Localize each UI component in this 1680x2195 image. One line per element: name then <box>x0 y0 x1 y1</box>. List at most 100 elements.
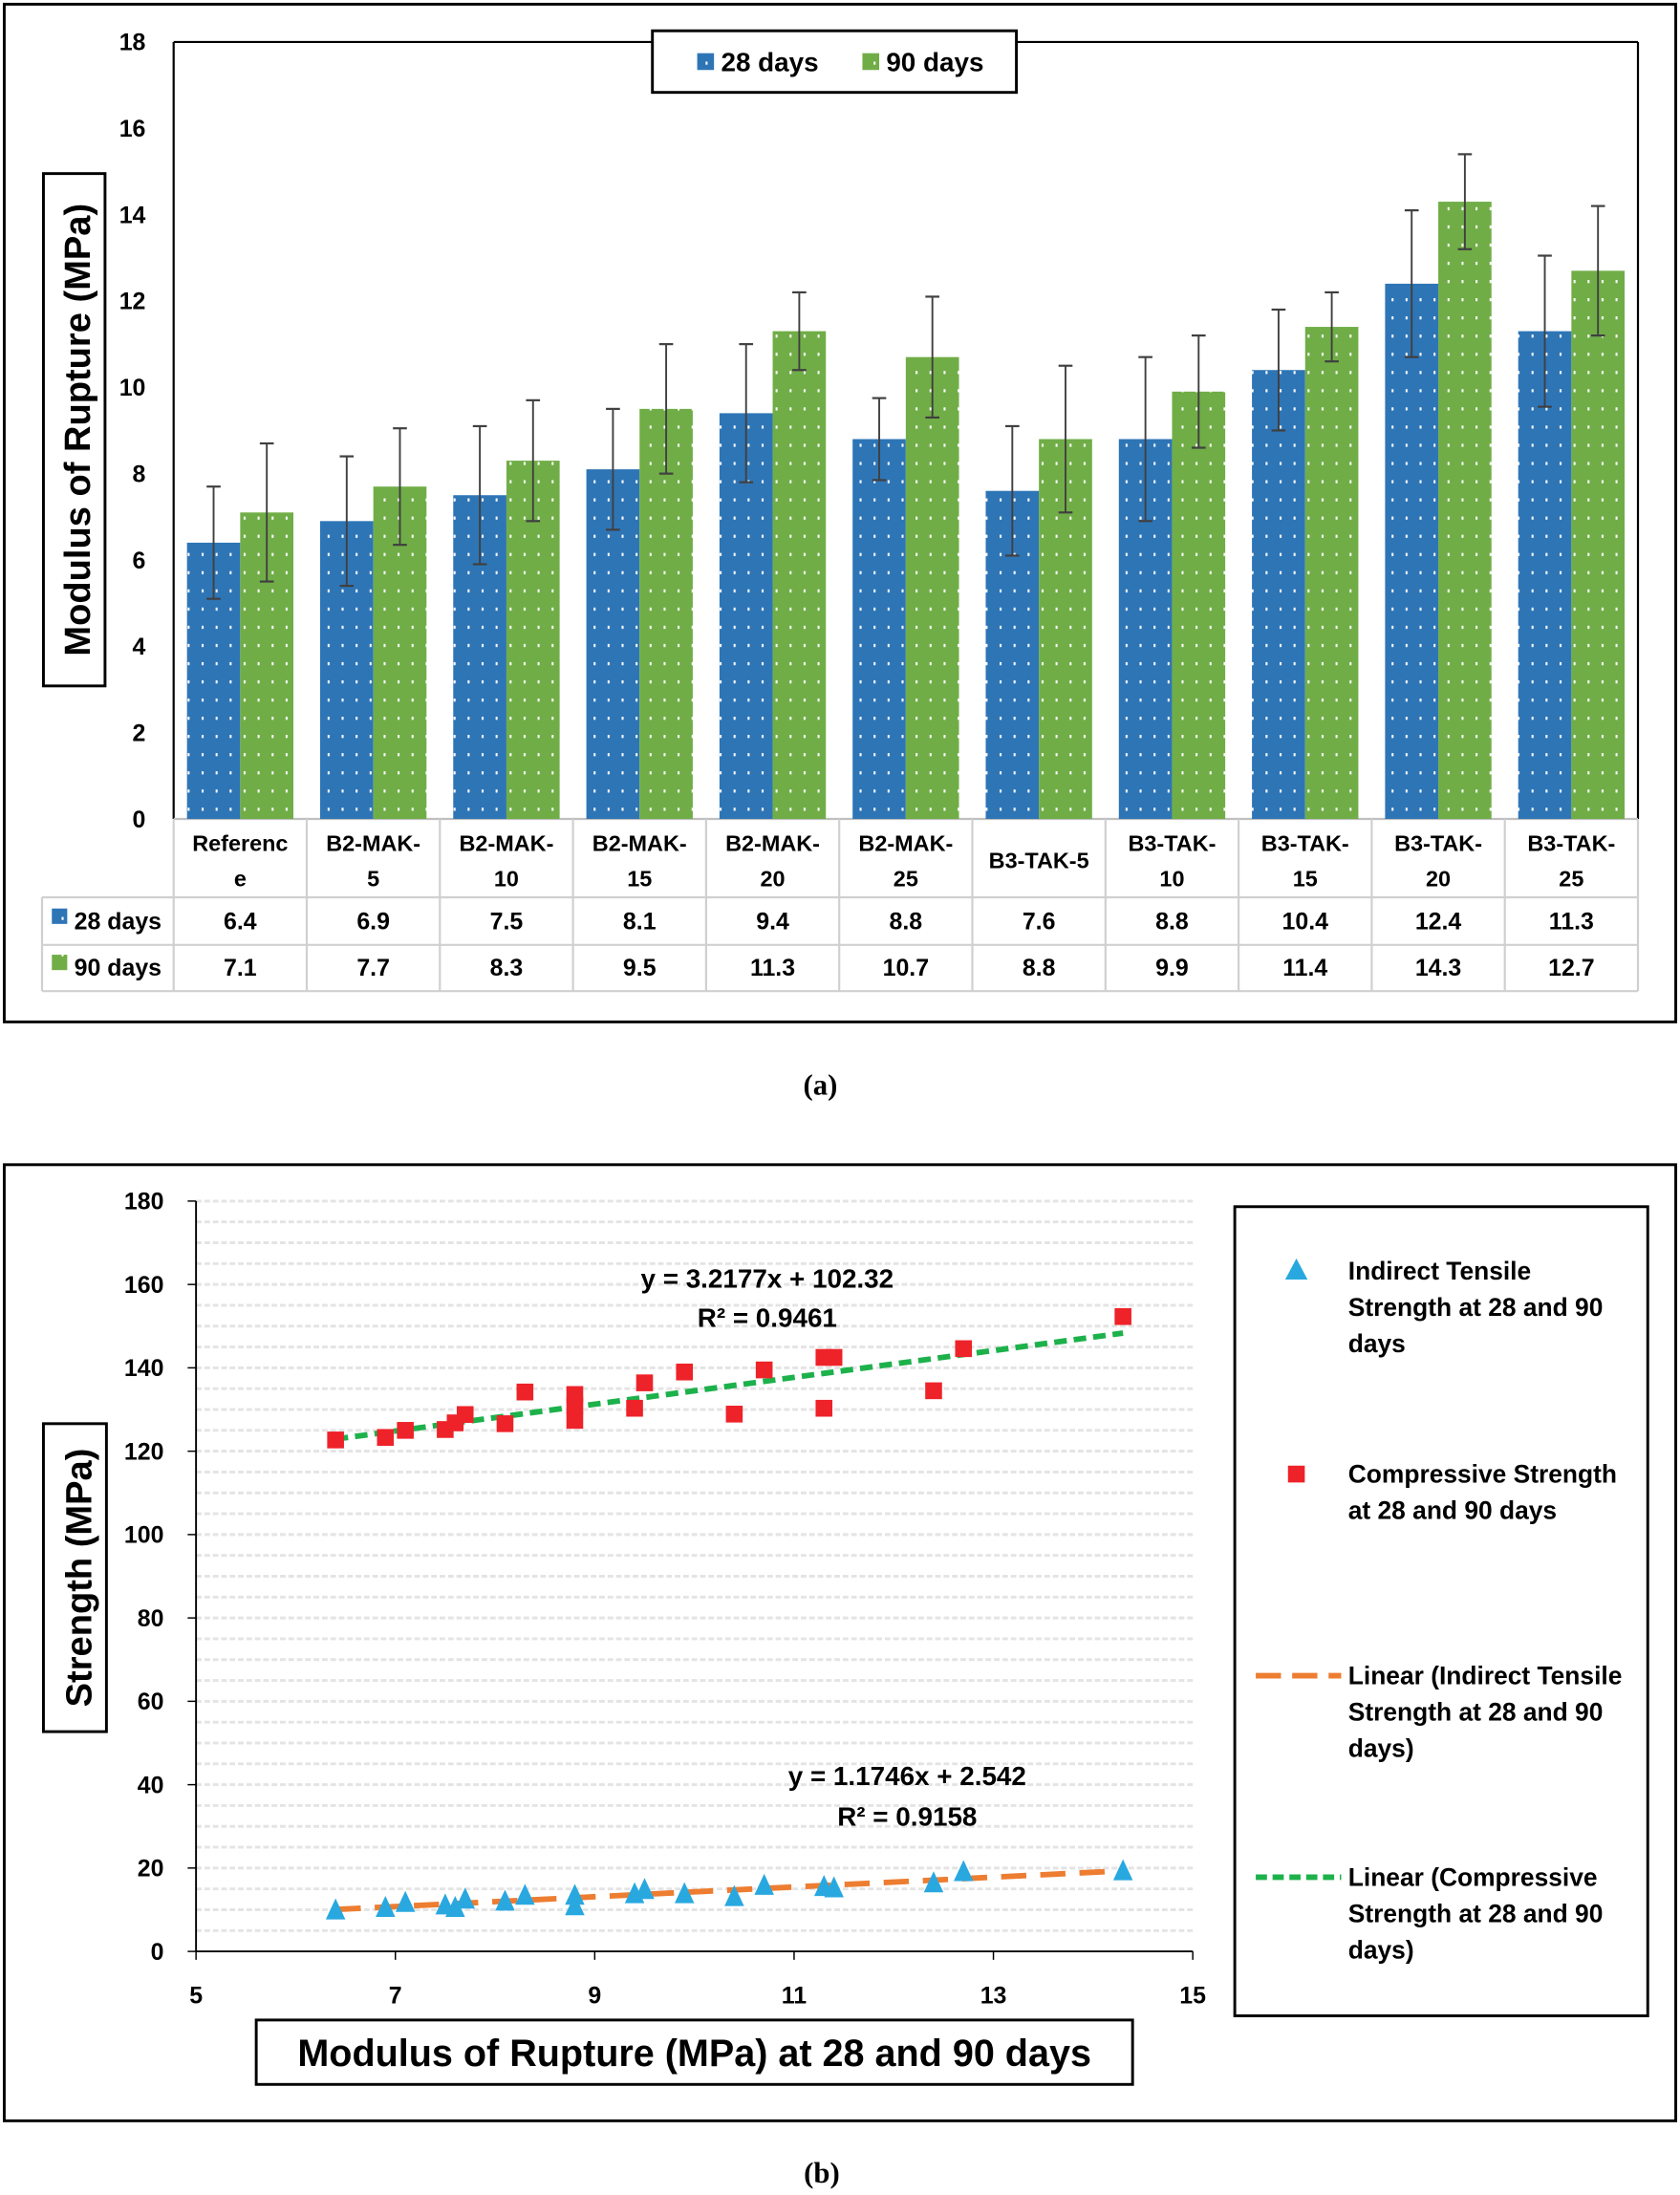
trendline-r2: R² = 0.9461 <box>698 1303 837 1333</box>
panel-a-bar-chart: 0 2 4 6 8 10 12 14 16 18 6.4 7.1 Referenc e 6.9 7.7 B2-M… <box>2 2 1678 1102</box>
data-point-square <box>496 1415 514 1432</box>
data-point-square <box>755 1361 773 1379</box>
y-tick-label: 180 <box>124 1189 164 1216</box>
data-point-square <box>1114 1307 1131 1325</box>
category-label: 10 <box>494 866 519 891</box>
category-label: 10 <box>1159 866 1184 891</box>
category-label: 15 <box>627 866 652 891</box>
data-point-triangle <box>824 1876 844 1898</box>
data-point-triangle <box>635 1878 655 1900</box>
legend-label: days <box>1348 1329 1406 1358</box>
bar-90-days <box>1304 327 1359 819</box>
data-point-square <box>825 1348 843 1366</box>
data-point-square <box>397 1422 414 1439</box>
category-label: B3-TAK- <box>1394 831 1482 856</box>
y-tick-label: 10 <box>119 375 146 401</box>
table-series-label: 28 days <box>75 909 162 936</box>
y-axis-label: Strength (MPa) <box>59 1449 99 1708</box>
data-label: 11.3 <box>1549 909 1594 936</box>
data-point-triangle <box>923 1871 944 1893</box>
data-label: 12.4 <box>1415 909 1462 936</box>
data-point-triangle <box>515 1883 535 1905</box>
category-label: B3-TAK- <box>1527 831 1615 856</box>
category-label: 15 <box>1293 866 1318 891</box>
data-point-square <box>626 1399 643 1417</box>
data-point-triangle <box>674 1882 695 1904</box>
data-point-triangle <box>445 1895 465 1917</box>
data-point-square <box>566 1396 584 1414</box>
category-label: Referenc <box>192 831 288 856</box>
y-tick-label: 80 <box>138 1605 164 1632</box>
legend-box <box>1233 1205 1649 2017</box>
bar-28-days <box>852 439 906 819</box>
data-point-square <box>456 1406 474 1424</box>
data-point-triangle <box>565 1894 585 1916</box>
y-tick-label: 16 <box>119 116 146 142</box>
category-label: B3-TAK-5 <box>989 848 1089 872</box>
data-label: 7.5 <box>490 909 524 936</box>
data-point-square <box>815 1399 833 1417</box>
legend-label: Linear (Compressive <box>1348 1862 1598 1891</box>
bar-90-days <box>905 356 959 819</box>
data-label: 11.4 <box>1282 955 1327 981</box>
category-label: B3-TAK- <box>1261 831 1349 856</box>
caption-b: (b) <box>804 2157 840 2189</box>
y-tick-label: 6 <box>133 548 146 574</box>
category-label: 25 <box>1559 866 1583 891</box>
data-label: 8.8 <box>1023 955 1056 981</box>
x-tick-label: 13 <box>980 1982 1007 2009</box>
category-label: B2-MAK- <box>592 831 687 856</box>
y-axis-label-box <box>41 172 107 688</box>
data-point-triangle <box>954 1860 974 1882</box>
legend-label: at 28 and 90 days <box>1348 1496 1557 1524</box>
legend-label: Strength at 28 and 90 <box>1348 1697 1604 1726</box>
x-axis-label: Modulus of Rupture (MPa) at 28 and 90 da… <box>297 2033 1091 2075</box>
bar-90-days <box>1172 391 1226 819</box>
data-point-triangle <box>325 1898 346 1920</box>
legend-label: Linear (Indirect Tensile <box>1348 1661 1623 1689</box>
y-tick-label: 14 <box>119 202 146 228</box>
category-label: 20 <box>761 866 786 891</box>
y-tick-label: 2 <box>133 720 146 746</box>
y-tick-label: 4 <box>133 634 146 660</box>
bar-90-days <box>1438 202 1492 819</box>
bar-28-days <box>1385 283 1439 819</box>
y-tick-label: 12 <box>119 289 146 315</box>
bar-90-days <box>772 331 827 819</box>
legend-marker-triangle <box>1284 1258 1308 1280</box>
data-point-square <box>635 1374 654 1391</box>
data-point-square <box>955 1340 973 1358</box>
data-label: 10.4 <box>1282 909 1329 936</box>
x-tick-label: 9 <box>588 1982 601 2009</box>
legend-marker-square <box>1287 1465 1305 1483</box>
bar-90-days <box>1571 270 1626 819</box>
data-point-triangle <box>495 1889 515 1911</box>
table-legend-key <box>52 955 68 971</box>
data-point-square <box>377 1429 395 1447</box>
category-label: 5 <box>367 866 379 891</box>
data-point-square <box>676 1363 694 1381</box>
y-tick-label: 8 <box>133 461 146 487</box>
data-label: 14.3 <box>1415 955 1461 981</box>
y-axis-label-box <box>41 1422 108 1733</box>
category-label: 20 <box>1426 866 1451 891</box>
data-label: 7.1 <box>224 955 257 981</box>
data-point-square <box>327 1431 344 1449</box>
data-label: 8.3 <box>490 955 524 981</box>
data-label: 9.4 <box>756 909 789 936</box>
data-label: 10.7 <box>883 955 929 981</box>
data-point-square <box>566 1411 584 1430</box>
data-point-triangle <box>754 1873 774 1895</box>
data-label: 7.6 <box>1023 909 1056 936</box>
bar-28-days <box>1518 331 1572 819</box>
table-series-label: 90 days <box>75 955 162 981</box>
data-point-triangle <box>376 1895 396 1917</box>
legend-key <box>697 53 715 71</box>
data-label: 9.9 <box>1155 955 1189 981</box>
trendline-r2: R² = 0.9158 <box>837 1801 977 1831</box>
y-tick-label: 60 <box>138 1689 164 1715</box>
category-label: e <box>234 866 247 891</box>
legend-label: days) <box>1348 1935 1414 1964</box>
panel-b-scatter-chart: 0 20 40 60 80 100 120 140 160 180 5 7 9 11 13 15 y = 3.2… <box>2 1163 1678 2189</box>
y-tick-label: 0 <box>133 807 146 833</box>
